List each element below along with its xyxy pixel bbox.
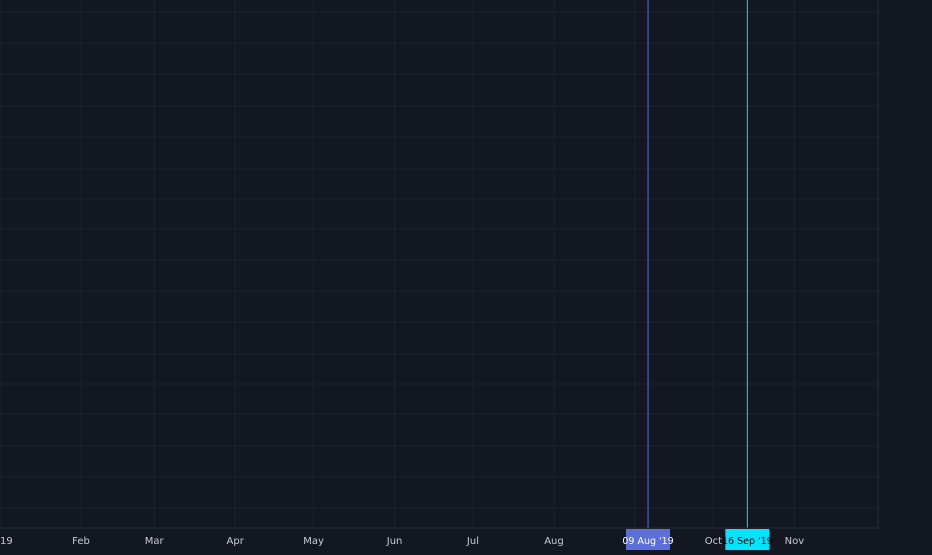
- vertical-markers: [647, 0, 748, 528]
- time-tick-label: May: [303, 536, 324, 547]
- time-tick-label: Feb: [72, 536, 90, 547]
- price-axis[interactable]: 0.000011000.000008800.000006800.00000520: [877, 0, 932, 550]
- marker-sep-badge: [725, 529, 770, 550]
- time-tick-label: Aug: [544, 536, 564, 547]
- time-tick-label: Mar: [145, 536, 165, 547]
- price-axis-background: [878, 0, 932, 550]
- time-tick-label: 2019: [0, 536, 13, 547]
- grid: [0, 0, 878, 528]
- time-axis[interactable]: 2019FebMarAprMayJunJulAugSepOctNov09 Aug…: [0, 527, 878, 550]
- marker-sep-label: 16 Sep '19: [722, 536, 773, 547]
- marker-aug-label: 09 Aug '19: [622, 536, 673, 547]
- marker-aug-badge: [626, 529, 671, 550]
- time-tick-label: Apr: [227, 536, 245, 547]
- time-tick-label: Jun: [386, 536, 403, 547]
- time-tick-label: Oct: [705, 536, 722, 547]
- time-tick-label: Jul: [466, 536, 479, 547]
- time-tick-label: Nov: [785, 536, 805, 547]
